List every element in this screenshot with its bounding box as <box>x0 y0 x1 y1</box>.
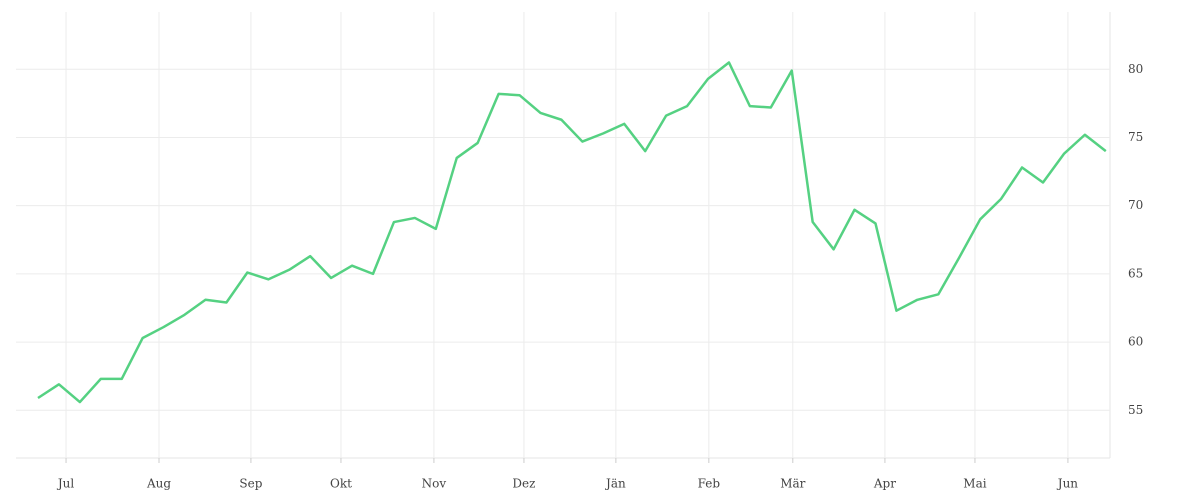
x-tick-label: Dez <box>512 477 535 491</box>
y-tick-label: 65 <box>1128 266 1143 280</box>
x-tick-label: Jän <box>604 477 626 491</box>
y-tick-label: 80 <box>1128 62 1143 76</box>
y-tick-label: 55 <box>1128 403 1143 417</box>
x-tick-label: Jul <box>56 477 75 491</box>
x-tick-label: Mai <box>963 477 986 491</box>
x-tick-label: Mär <box>780 477 805 491</box>
x-tick-label: Feb <box>698 477 721 491</box>
data-line <box>37 61 1107 404</box>
x-tick-label: Okt <box>330 477 352 491</box>
y-tick-label: 75 <box>1128 130 1143 144</box>
x-tick-label: Jun <box>1056 477 1079 491</box>
x-tick-label: Sep <box>239 477 262 491</box>
y-tick-label: 70 <box>1128 198 1143 212</box>
y-tick-label: 60 <box>1128 335 1143 349</box>
x-tick-label: Apr <box>873 477 896 491</box>
x-tick-label: Nov <box>422 477 447 491</box>
x-tick-label: Aug <box>146 477 171 491</box>
